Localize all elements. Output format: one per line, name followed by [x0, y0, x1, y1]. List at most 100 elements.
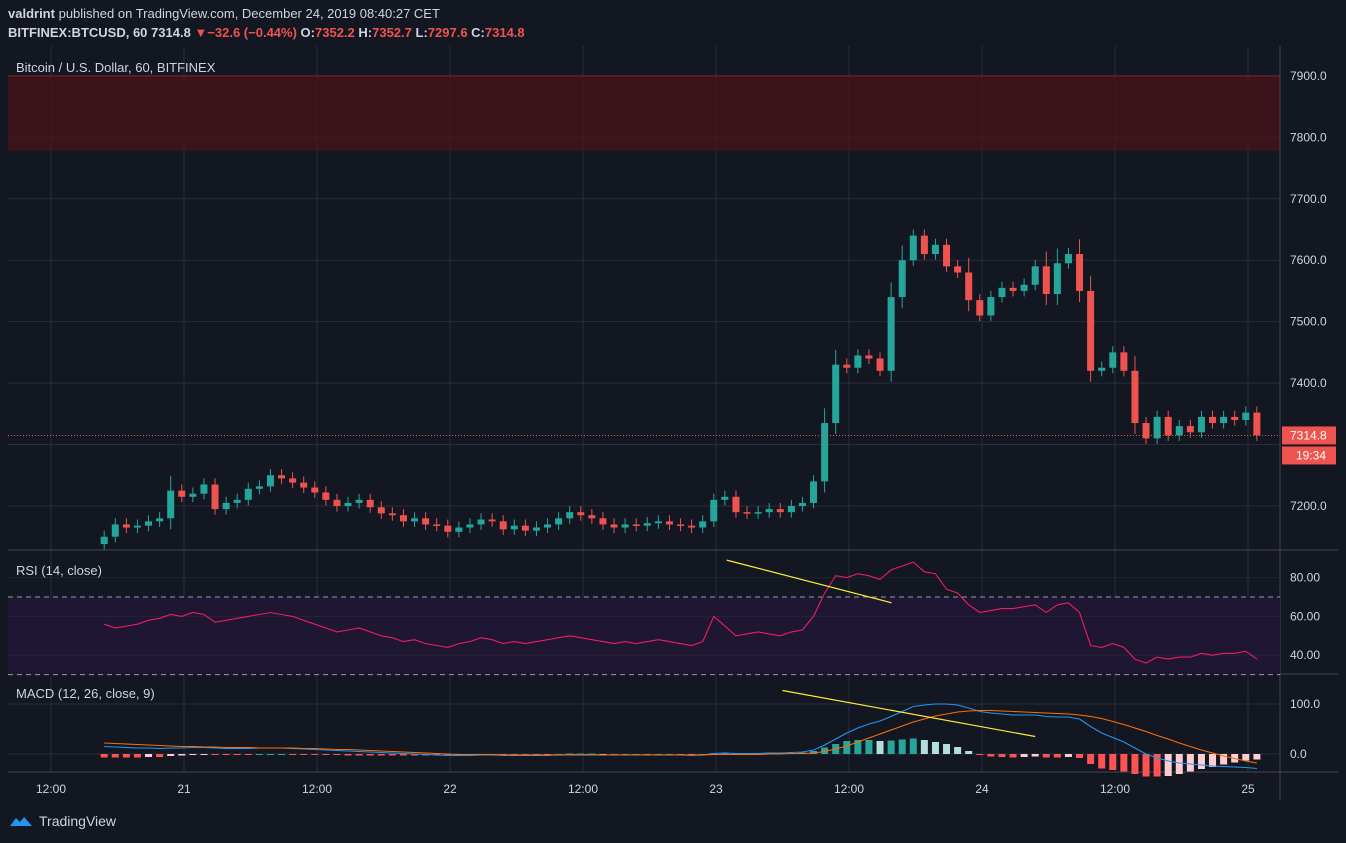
- resistance-zone: [8, 75, 1280, 151]
- macd-histogram-bar: [1109, 754, 1117, 770]
- candle-body: [843, 364, 851, 368]
- macd-histogram-bar: [987, 754, 995, 757]
- candle-body: [1220, 416, 1228, 424]
- macd-histogram-bar: [399, 754, 407, 756]
- candle-body: [1253, 412, 1261, 436]
- macd-histogram-bar: [1053, 754, 1061, 758]
- candle-body: [322, 492, 330, 500]
- candle-body: [1031, 266, 1039, 285]
- macd-histogram-bar: [954, 747, 962, 754]
- candle-body: [909, 235, 917, 261]
- macd-histogram-bar: [388, 754, 396, 756]
- low-value: 7297.6: [427, 25, 468, 40]
- symbol-info: BITFINEX:BTCUSD, 60 7314.8 ▼−32.6 (−0.44…: [8, 25, 525, 40]
- candle-body: [167, 490, 175, 519]
- candle-body: [1164, 416, 1172, 436]
- candle-body: [156, 518, 164, 522]
- candle-body: [532, 527, 540, 531]
- candle-body: [566, 512, 574, 519]
- macd-histogram-bar: [333, 754, 341, 755]
- footer-brand[interactable]: TradingView: [8, 813, 116, 829]
- candle-body: [920, 235, 928, 255]
- candle-body: [1175, 426, 1183, 436]
- macd-histogram-bar: [1209, 754, 1217, 767]
- candle-body: [244, 488, 252, 500]
- rsi-tick-label: 60.00: [1290, 609, 1320, 623]
- candle-body: [111, 524, 119, 537]
- candle-body: [521, 525, 529, 531]
- candle-body: [965, 272, 973, 301]
- macd-histogram-bar: [233, 754, 241, 755]
- macd-label: MACD (12, 26, close, 9): [16, 686, 155, 701]
- candle-body: [987, 297, 995, 316]
- macd-histogram-bar: [1164, 754, 1172, 776]
- candle-body: [787, 506, 795, 513]
- time-tick-label: 12:00: [36, 782, 66, 796]
- candle-body: [1242, 412, 1250, 420]
- macd-histogram-bar: [100, 754, 108, 758]
- candle-body: [422, 518, 430, 525]
- countdown-badge: [1282, 446, 1336, 465]
- candle-body: [1153, 416, 1161, 439]
- macd-tick-label: 100.0: [1290, 697, 1320, 711]
- candle-body: [954, 266, 962, 273]
- macd-histogram-bar: [1076, 754, 1084, 758]
- candle-body: [688, 525, 696, 528]
- macd-histogram-bar: [909, 738, 917, 754]
- down-arrow-icon: ▼: [194, 25, 208, 40]
- macd-histogram-bar: [377, 754, 385, 756]
- candle-body: [1076, 254, 1084, 291]
- macd-histogram-bar: [311, 754, 319, 755]
- macd-histogram-bar: [821, 747, 829, 754]
- macd-histogram-bar: [887, 740, 895, 754]
- candle-body: [1209, 416, 1217, 424]
- time-tick-label: 21: [177, 782, 191, 796]
- macd-histogram-bar: [1175, 754, 1183, 774]
- price-tick-label: 7600.0: [1290, 253, 1327, 267]
- candle-body: [699, 521, 707, 528]
- brand-name: TradingView: [39, 813, 117, 829]
- macd-histogram-bar: [920, 740, 928, 754]
- candle-body: [1197, 416, 1205, 433]
- macd-histogram-bar: [244, 754, 252, 755]
- macd-histogram-bar: [1009, 754, 1017, 758]
- macd-histogram-bar: [145, 754, 153, 757]
- last-price-badge: [1282, 426, 1336, 445]
- candle-body: [499, 521, 507, 530]
- macd-histogram-bar: [1020, 754, 1028, 757]
- candle-body: [477, 519, 485, 525]
- candle-body: [366, 499, 374, 508]
- candle-body: [976, 300, 984, 316]
- macd-tick-label: 0.0: [1290, 747, 1307, 761]
- author-name[interactable]: valdrint: [8, 6, 55, 21]
- candle-body: [732, 496, 740, 513]
- candle-body: [1020, 284, 1028, 291]
- candle-body: [588, 515, 596, 519]
- macd-histogram-bar: [178, 754, 186, 756]
- candle-body: [1231, 416, 1239, 420]
- candle-body: [854, 355, 862, 368]
- macd-histogram-bar: [411, 754, 419, 756]
- publish-text: published on TradingView.com, December 2…: [58, 6, 440, 21]
- candle-body: [776, 509, 784, 513]
- macd-histogram-bar: [156, 754, 164, 757]
- chart-background: [8, 46, 1338, 800]
- candle-body: [632, 524, 640, 526]
- candle-body: [433, 524, 441, 526]
- macd-histogram-bar: [300, 754, 308, 755]
- candle-body: [200, 484, 208, 494]
- macd-histogram-bar: [255, 754, 263, 755]
- publish-info: valdrint published on TradingView.com, D…: [8, 6, 440, 21]
- rsi-divergence-line: [726, 559, 892, 604]
- macd-histogram-bar: [1120, 754, 1128, 772]
- candle-body: [1064, 254, 1072, 264]
- candle-body: [289, 478, 297, 483]
- candle-body: [300, 482, 308, 488]
- price-tick-label: 7500.0: [1290, 315, 1327, 329]
- macd-histogram-bar: [965, 751, 973, 754]
- macd-histogram-bar: [133, 754, 141, 758]
- macd-histogram-bar: [1253, 754, 1261, 760]
- candle-body: [466, 524, 474, 528]
- candle-body: [621, 524, 629, 528]
